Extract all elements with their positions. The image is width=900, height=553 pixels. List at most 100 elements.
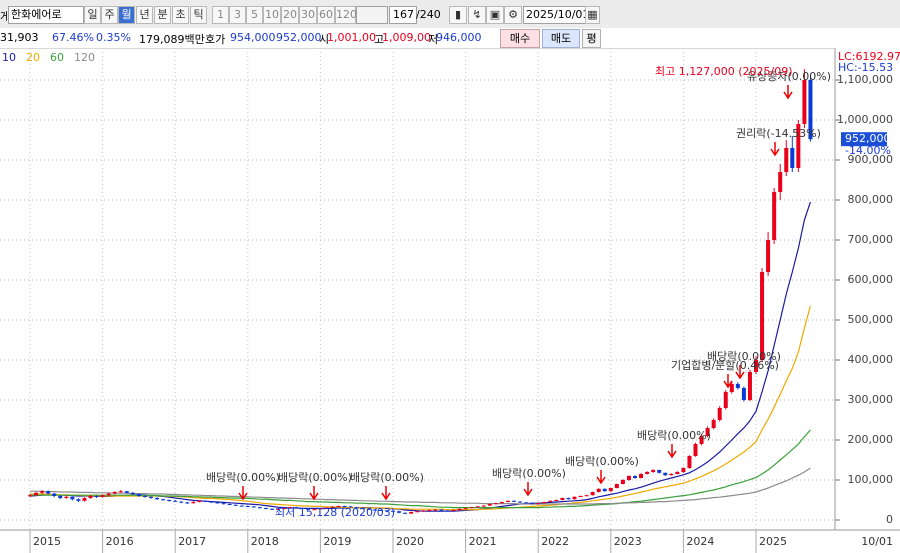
candle-body xyxy=(614,484,619,488)
candle-body xyxy=(82,498,87,501)
candle-body xyxy=(451,510,456,511)
candle-body xyxy=(747,372,752,400)
ratio: 67.46% xyxy=(52,31,94,44)
y-tick-label: 1,100,000 xyxy=(837,73,893,86)
interval-button[interactable]: 120 xyxy=(335,6,357,24)
low-note: 최저 15,128 (2020/03) xyxy=(275,506,395,519)
avg-button[interactable]: 평 xyxy=(582,29,601,48)
candle-body xyxy=(493,503,498,505)
period-button[interactable]: 월 xyxy=(118,6,135,24)
stock-name[interactable]: 한화에어로 xyxy=(8,6,84,24)
candle-body xyxy=(52,493,57,496)
tool-icon[interactable]: ↯ xyxy=(468,6,486,24)
ask: 954,000 xyxy=(230,31,276,44)
candle-body xyxy=(76,499,81,501)
candle-body xyxy=(124,491,129,493)
candle-body xyxy=(772,192,777,240)
candle-body xyxy=(790,148,795,168)
event-label: 배당락(0.00%) xyxy=(637,429,711,442)
candle-body xyxy=(802,80,807,124)
interval-button[interactable]: 1 xyxy=(212,6,229,24)
candle-body xyxy=(705,428,710,436)
candle-body xyxy=(221,503,226,505)
candle-body xyxy=(197,500,202,502)
candle-body xyxy=(487,504,492,506)
candle-body xyxy=(191,502,196,504)
candle-body xyxy=(409,512,414,514)
event-label: 배당락(0.00%) xyxy=(492,467,566,480)
interval-button[interactable]: 3 xyxy=(229,6,246,24)
legend-entry: 20 xyxy=(26,51,40,64)
candle-body xyxy=(554,500,559,501)
buy-button[interactable]: 매수 xyxy=(500,29,540,48)
interval-button[interactable]: 60 xyxy=(317,6,335,24)
quote-bar: 31,903 67.46% 0.35% 179,089백만 호가 954,000… xyxy=(0,28,900,49)
candle-body xyxy=(530,503,535,505)
candle-body xyxy=(626,476,631,480)
x-tick-label: 2021 xyxy=(469,535,497,548)
y-tick-label: 800,000 xyxy=(848,193,894,206)
candle-body xyxy=(324,507,329,509)
candle-body xyxy=(657,470,662,473)
candle-body xyxy=(608,488,613,492)
interval-button[interactable]: 5 xyxy=(246,6,263,24)
event-label: 배당락(0.00%) xyxy=(707,350,781,363)
calendar-button[interactable]: ▦ xyxy=(585,6,600,24)
candle-body xyxy=(203,500,208,502)
candle-body xyxy=(481,505,486,507)
candle-body xyxy=(161,499,166,501)
period-button[interactable]: 분 xyxy=(154,6,171,24)
candle-body xyxy=(233,504,238,506)
y-tick-label: 300,000 xyxy=(848,393,894,406)
date-field[interactable]: 2025/10/01 xyxy=(523,6,589,24)
candle-body xyxy=(687,456,692,468)
tool-icon[interactable]: ⚙ xyxy=(504,6,522,24)
period-button[interactable]: 틱 xyxy=(190,6,207,24)
open-label: 시 xyxy=(319,33,330,46)
candle-body xyxy=(602,488,607,492)
y-tick-label: 0 xyxy=(886,513,893,526)
bar-count-max: /240 xyxy=(416,8,441,21)
candle-body xyxy=(669,474,674,476)
candle-body xyxy=(421,510,426,512)
tool-icon[interactable]: ▣ xyxy=(486,6,504,24)
interval-button[interactable]: 20 xyxy=(281,6,299,24)
candle-body xyxy=(118,491,123,493)
candle-body xyxy=(512,500,516,502)
tool-icon[interactable]: ▮ xyxy=(449,6,467,24)
candle-body xyxy=(518,501,523,503)
candle-body xyxy=(397,511,402,513)
interval-button[interactable]: 10 xyxy=(263,6,281,24)
lc-label: LC:6192.97 xyxy=(838,50,900,63)
x-tick-label: 2023 xyxy=(614,535,642,548)
period-button[interactable]: 주 xyxy=(101,6,118,24)
candle-body xyxy=(40,491,45,493)
candle-body xyxy=(136,494,141,496)
candle-body xyxy=(572,496,577,500)
candle-body xyxy=(548,500,553,502)
candle-body xyxy=(754,360,758,372)
y-axis-panel xyxy=(835,48,900,553)
candle-body xyxy=(167,500,172,501)
bar-count[interactable]: 167 xyxy=(389,6,417,24)
interval-combo[interactable] xyxy=(356,6,388,24)
x-tick-label: 2022 xyxy=(541,535,569,548)
period-button[interactable]: 년 xyxy=(136,6,153,24)
candle-body xyxy=(106,493,111,496)
event-label: 배당락(0.00%) xyxy=(565,455,639,468)
candle-body xyxy=(270,508,274,510)
candle-body xyxy=(457,508,462,510)
event-label: 배당락(0.00%) xyxy=(278,471,352,484)
sell-button[interactable]: 매도 xyxy=(542,29,580,48)
interval-button[interactable]: 30 xyxy=(299,6,317,24)
code-prefix: 게 xyxy=(0,10,11,23)
candle-body xyxy=(70,496,75,500)
candle-body xyxy=(808,80,813,140)
x-tick-label: 2019 xyxy=(323,535,351,548)
candle-body xyxy=(34,492,39,496)
period-button[interactable]: 초 xyxy=(172,6,189,24)
event-arrow xyxy=(770,142,780,157)
candle-body xyxy=(245,506,250,507)
period-button[interactable]: 일 xyxy=(84,6,101,24)
candle-body xyxy=(360,508,365,509)
